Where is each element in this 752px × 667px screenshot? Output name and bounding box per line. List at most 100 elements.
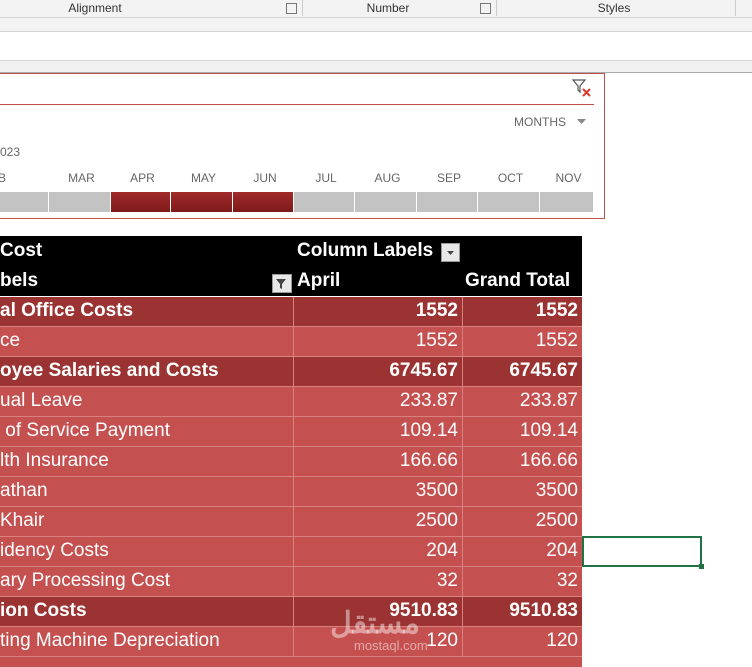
cell-border [293,357,294,387]
cell-border [462,297,463,327]
sheet-header [0,61,752,73]
total-value: 3500 [535,480,578,501]
april-value: 2500 [415,510,458,531]
separator [496,0,497,16]
month-label: JUN [253,171,277,185]
cell-border [462,507,463,537]
pivot-row [0,567,582,597]
time-level[interactable]: MONTHS [514,115,566,129]
cell-border [462,417,463,447]
year-label: 023 [0,145,21,159]
cell-border [462,537,463,567]
april-value: 109.14 [399,420,458,441]
month-label: JUL [315,171,337,185]
clear-filter-icon[interactable] [572,78,594,98]
ribbon-gap [0,18,752,32]
cell-border [462,447,463,477]
cell-border [293,537,294,567]
total-value: 109.14 [519,420,578,441]
cell-border [293,417,294,447]
month-bar[interactable] [171,192,232,212]
filter-button[interactable] [441,243,460,262]
month-bar[interactable] [294,192,354,212]
cell-border [293,597,294,627]
cell-border [293,567,294,597]
april-value: 204 [426,540,458,561]
month-label: EB [0,171,7,185]
pivot-row [0,537,582,567]
total-value: 32 [556,570,578,591]
row-label: al Office Costs [0,300,134,321]
month-bar[interactable] [0,192,48,212]
total-value: 6745.67 [509,360,578,381]
cell-border [293,447,294,477]
pivot-row [0,327,582,357]
row-label: Khair [0,510,45,531]
month-bar[interactable] [49,192,110,212]
cell-border [293,507,294,537]
row-label: ting Machine Depreciation [0,630,220,651]
ribbon-group-label: Alignment [68,1,122,15]
dialog-launcher[interactable] [286,3,297,14]
ribbon-labels [0,0,752,18]
cell-border [293,477,294,507]
cell-border [293,297,294,327]
april-value: 6745.67 [389,360,458,381]
month-bar[interactable] [417,192,477,212]
ribbon-group-label: Styles [597,1,631,15]
april-value: 9510.83 [389,600,458,621]
month-label: OCT [497,171,524,185]
fill-handle[interactable] [699,564,704,569]
formula-bar[interactable] [0,32,752,61]
selected-cell[interactable] [582,536,702,567]
cell-border [462,357,463,387]
cell-border [293,627,294,657]
pivot-row [0,357,582,387]
separator [302,0,303,16]
filter-button[interactable] [272,274,292,293]
cell-border [462,567,463,597]
slicer-header-line [0,104,594,105]
april-value: 233.87 [399,390,458,411]
april-value: 1552 [415,330,458,351]
april-value: 32 [436,570,458,591]
value-field: Cost [0,240,43,261]
total-value: 120 [546,630,578,651]
month-bar[interactable] [540,192,593,212]
row-label: lth Insurance [0,450,109,471]
month-bar[interactable] [111,192,170,212]
cell-border [293,327,294,357]
total-header: Grand Total [465,270,571,291]
watermark: mostaql.com [354,638,428,653]
april-value: 3500 [415,480,458,501]
total-value: 166.66 [519,450,578,471]
month-bar[interactable] [355,192,416,212]
month-label: APR [130,171,155,185]
watermark: مستقل [330,607,420,640]
pivot-row [0,417,582,447]
cell-border [462,327,463,357]
row-label: ce [0,330,21,351]
pivot-row [0,627,582,657]
cell-border [293,387,294,417]
row-label: ual Leave [0,390,83,411]
total-value: 233.87 [519,390,578,411]
ribbon-group-label: Number [366,1,410,15]
row-label: ion Costs [0,600,87,621]
month-bar[interactable] [233,192,293,212]
cell-border [462,597,463,627]
row-label: ary Processing Cost [0,570,171,591]
column-labels: Column Labels [297,240,434,261]
month-label: SEP [436,171,461,185]
april-value: 120 [426,630,458,651]
pivot-row [0,447,582,477]
month-bar[interactable] [478,192,539,212]
total-value: 1552 [535,330,578,351]
separator [735,0,736,16]
cell-border [462,477,463,507]
dialog-launcher[interactable] [480,3,491,14]
april-value: 1552 [415,300,458,321]
row-label: oyee Salaries and Costs [0,360,219,381]
total-value: 1552 [535,300,578,321]
